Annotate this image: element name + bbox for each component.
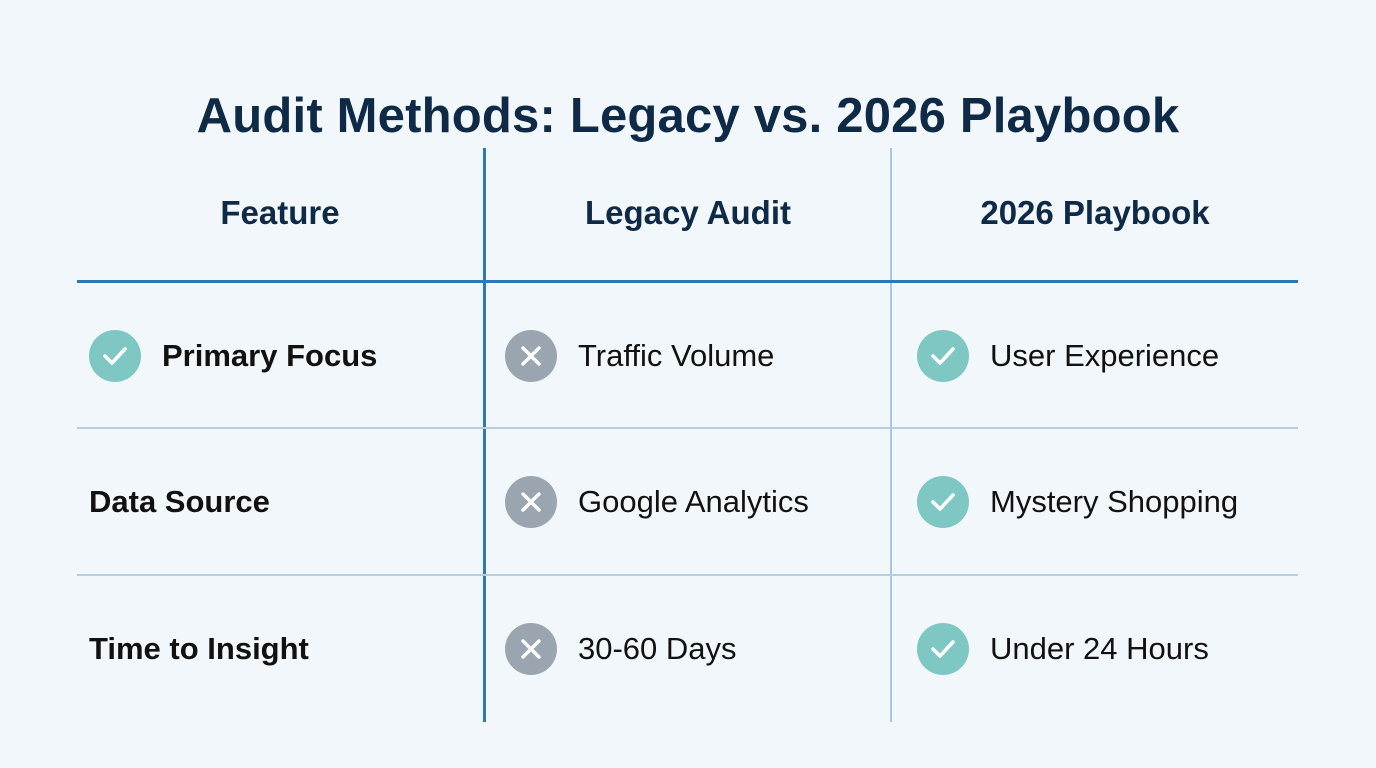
row-divider (77, 574, 1298, 576)
column-header-feature: Feature (220, 194, 340, 231)
legacy-value: Traffic Volume (578, 338, 775, 373)
page-title: Audit Methods: Legacy vs. 2026 Playbook (196, 88, 1180, 143)
cross-icon (505, 623, 557, 675)
column-header-2026-playbook: 2026 Playbook (980, 194, 1210, 231)
cross-icon (505, 330, 557, 382)
column-divider-legacy (483, 148, 486, 722)
check-icon (917, 330, 969, 382)
column-divider-playbook (890, 148, 892, 722)
header-divider (77, 280, 1298, 283)
legacy-cell: Google Analytics (505, 472, 809, 532)
feature-label: Data Source (89, 484, 270, 519)
playbook-cell: Mystery Shopping (917, 472, 1238, 532)
playbook-cell: Under 24 Hours (917, 619, 1209, 679)
check-icon (917, 476, 969, 528)
playbook-value: Under 24 Hours (990, 631, 1209, 666)
legacy-cell: 30-60 Days (505, 619, 737, 679)
feature-label: Primary Focus (162, 338, 378, 373)
playbook-value: Mystery Shopping (990, 484, 1239, 519)
cross-icon (505, 476, 557, 528)
feature-cell: Primary Focus (89, 326, 377, 386)
legacy-value: Google Analytics (578, 484, 809, 519)
row-divider (77, 427, 1298, 429)
playbook-value: User Experience (990, 338, 1220, 373)
feature-cell: Data Source (89, 472, 270, 532)
playbook-cell: User Experience (917, 326, 1219, 386)
legacy-value: 30-60 Days (578, 631, 737, 666)
check-icon (917, 623, 969, 675)
check-icon (89, 330, 141, 382)
feature-cell: Time to Insight (89, 619, 309, 679)
feature-label: Time to Insight (89, 631, 309, 666)
column-header-legacy-audit: Legacy Audit (585, 194, 791, 231)
legacy-cell: Traffic Volume (505, 326, 774, 386)
